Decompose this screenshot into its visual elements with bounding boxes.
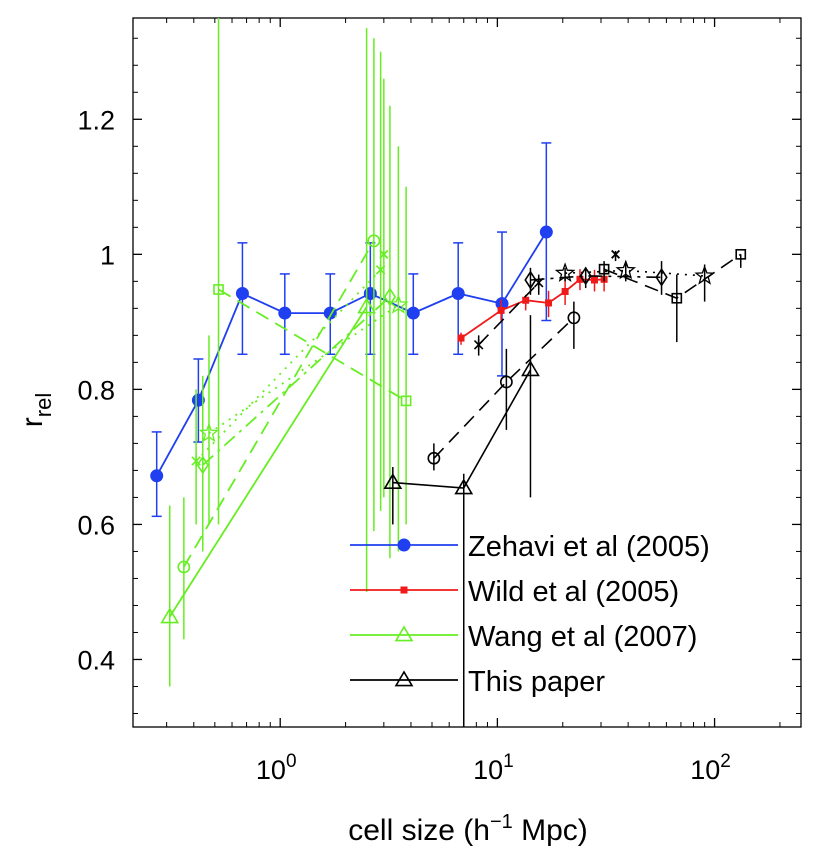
point [598, 263, 610, 275]
point [394, 670, 414, 687]
point [735, 248, 747, 260]
y-axis-label: rrel [16, 393, 56, 427]
series-15 [598, 248, 747, 343]
point [521, 360, 540, 377]
x-tick-base: 10 [256, 755, 286, 785]
point [394, 625, 414, 642]
point [357, 297, 377, 314]
point [160, 607, 180, 624]
point [497, 306, 505, 314]
point [615, 259, 637, 280]
series-line [218, 288, 407, 402]
point [198, 422, 220, 443]
series-line [202, 296, 391, 466]
legend-label: Zehavi et al (2005) [468, 531, 710, 563]
legend-label: Wild et al (2005) [468, 576, 679, 608]
point [213, 284, 224, 295]
point [150, 469, 164, 483]
point [177, 560, 191, 574]
point [454, 478, 474, 495]
point [567, 311, 581, 325]
point [499, 375, 513, 389]
series-14 [611, 249, 621, 262]
series-line [565, 269, 705, 277]
series-line [433, 317, 575, 459]
point [383, 287, 397, 307]
point [406, 306, 420, 320]
point [196, 455, 209, 475]
legend-label: This paper [468, 666, 605, 698]
series-7 [379, 78, 389, 498]
point [427, 451, 441, 465]
plot-area [132, 17, 802, 728]
series-12 [524, 261, 668, 295]
x-tick-exponent: 1 [503, 751, 514, 772]
point [576, 275, 584, 283]
point [473, 339, 484, 351]
x-tick-exponent: 2 [720, 751, 731, 772]
point [278, 306, 292, 320]
point [545, 299, 553, 307]
series-9 [383, 315, 540, 727]
point [554, 262, 576, 283]
x-tick-label: 101 [473, 751, 514, 785]
series-3 [177, 38, 381, 640]
series-8 [213, 18, 412, 525]
point [522, 296, 530, 304]
x-tick-exponent: 0 [286, 751, 297, 772]
x-tick-label: 100 [256, 751, 297, 785]
series-10 [427, 301, 581, 471]
legend: Zehavi et al (2005) Wild et al (2005) Wang… [350, 531, 710, 698]
x-tick-label: 102 [690, 751, 731, 785]
y-tick-label: 1 [100, 240, 115, 270]
series-layer [150, 18, 747, 727]
point [611, 249, 621, 259]
x-tick-base: 10 [690, 755, 720, 785]
point [451, 286, 465, 300]
point [539, 225, 553, 239]
point [524, 270, 537, 290]
point [400, 586, 408, 594]
y-tick-label: 0.4 [77, 645, 115, 675]
series-line [183, 240, 375, 568]
point [400, 395, 412, 407]
point [655, 267, 668, 287]
point [388, 294, 409, 314]
x-tick-base: 10 [473, 755, 503, 785]
series-line [478, 282, 540, 346]
point [383, 472, 403, 489]
x-axis-label: cell size (h−1 Mpc) [348, 811, 588, 847]
legend-label: Wang et al (2007) [468, 621, 697, 653]
point [235, 286, 249, 300]
point [457, 334, 465, 342]
point [579, 266, 592, 286]
series-6 [191, 51, 386, 525]
point [379, 249, 389, 259]
y-tick-label: 0.8 [77, 375, 115, 405]
axis-ticks [133, 18, 801, 727]
series-4 [196, 105, 397, 559]
series-line [155, 231, 548, 477]
y-tick-label: 1.2 [77, 105, 115, 135]
point [561, 287, 569, 295]
point [367, 234, 381, 248]
point [191, 455, 201, 467]
point [397, 538, 411, 552]
point [591, 276, 599, 284]
point [671, 292, 683, 304]
y-tick-label: 0.6 [77, 510, 115, 540]
